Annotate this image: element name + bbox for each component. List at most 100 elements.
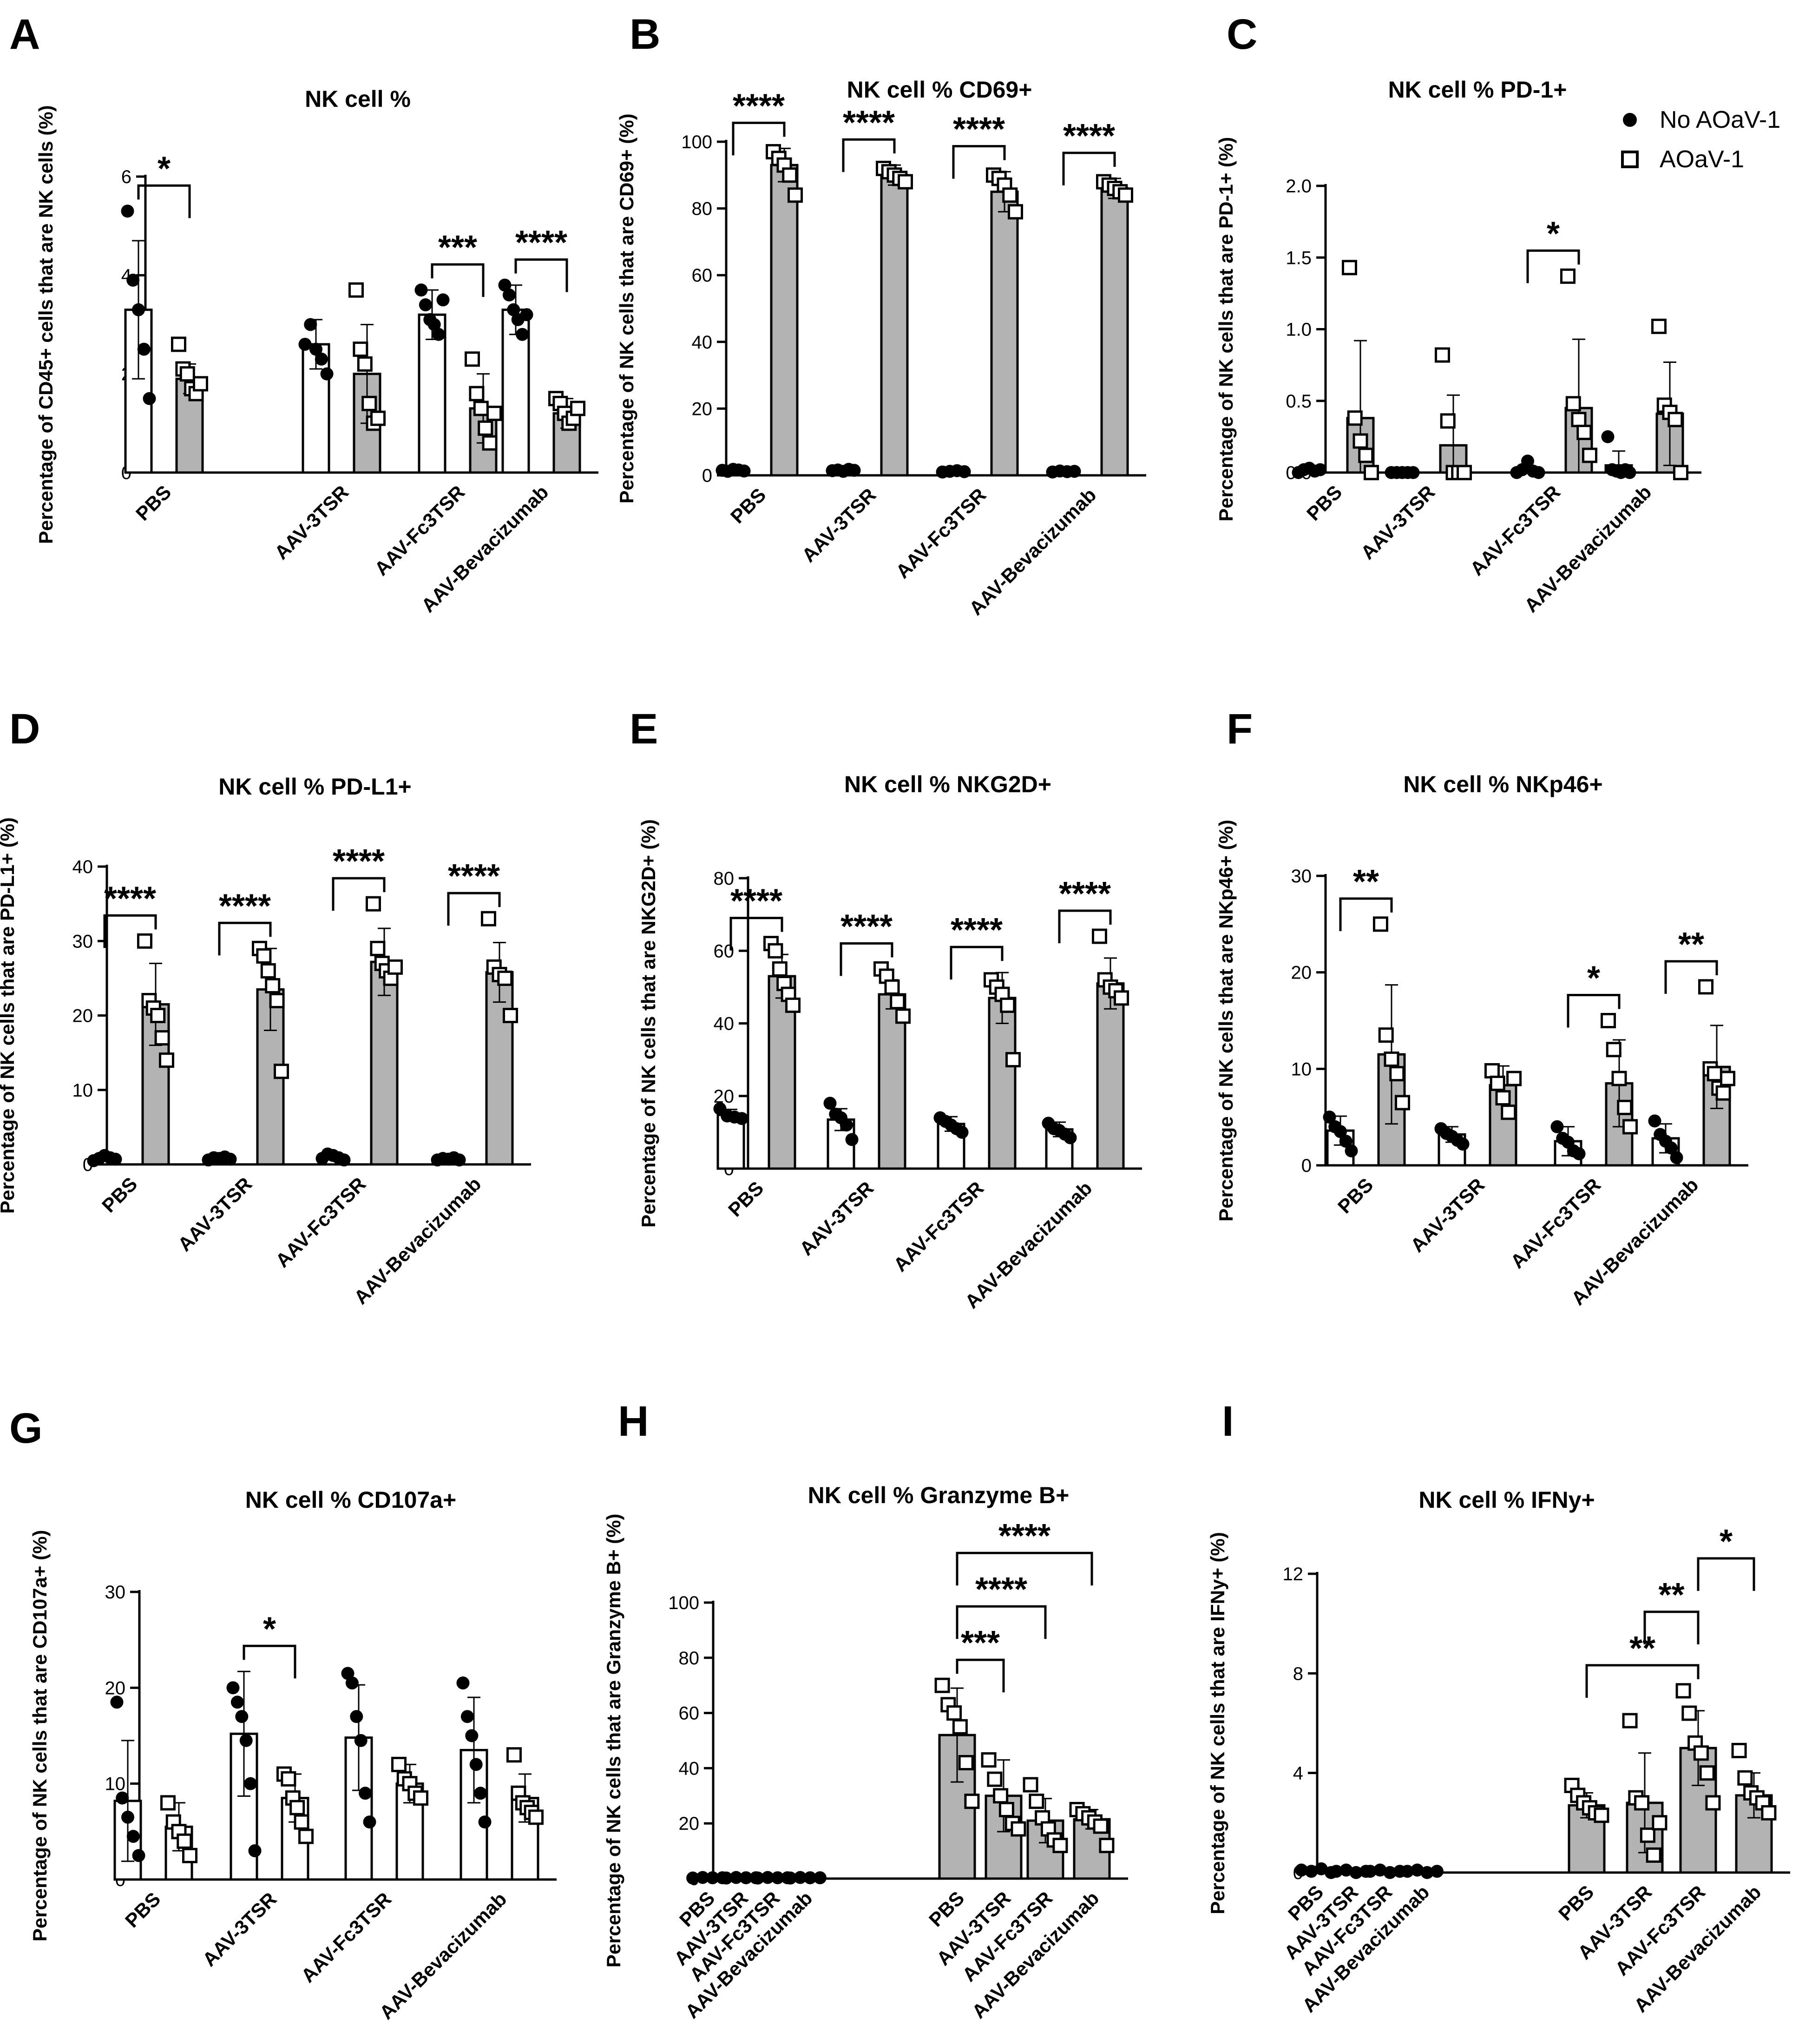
panel-a-point-no-virus <box>298 337 312 351</box>
panel-c-xtick-label: AAV-Fc3TSR <box>1466 481 1565 580</box>
panel-d-xtick-label: PBS <box>98 1173 141 1216</box>
panel-h-ytick-label: 60 <box>679 1703 700 1724</box>
panel-e-xtick-label: AAV-3TSR <box>795 1177 878 1260</box>
panel-b-point-no-virus <box>958 465 971 479</box>
panel-h-point-virus <box>993 1788 1009 1804</box>
panel-f-title: NK cell % NKp46+ <box>1403 771 1602 797</box>
panel-a-point-no-virus <box>502 288 516 302</box>
panel-b-sig-label: **** <box>733 87 785 125</box>
panel-b-point-no-virus <box>737 464 751 478</box>
panel-f-point-virus <box>1484 1063 1500 1078</box>
panel-e-sig-label: **** <box>1059 875 1111 913</box>
panel-f-point-no-virus <box>1334 1125 1347 1138</box>
panel-f-point-virus <box>1490 1075 1505 1091</box>
panel-a-point-no-virus <box>304 318 317 331</box>
panel-i-point-virus <box>1737 1770 1753 1786</box>
panel-h-point-no-virus <box>784 1871 797 1885</box>
panel-a-letter: A <box>9 11 40 58</box>
panel-f-point-virus <box>1384 1052 1399 1067</box>
panel-f-sig-label: * <box>1587 960 1600 997</box>
panel-a-ytick-label: 6 <box>121 167 131 187</box>
panel-g-point-virus <box>289 1800 305 1815</box>
panel-e-ylabel: Percentage of NK cells that are NKG2D+ (… <box>637 819 659 1228</box>
legend-item-virus: AOaV-1 <box>1616 139 1780 179</box>
panel-d-letter: D <box>9 705 40 753</box>
panel-a-xtick-label: PBS <box>131 481 175 525</box>
panel-g-point-no-virus <box>478 1815 492 1829</box>
panel-g-point-no-virus <box>116 1791 129 1805</box>
panel-d-ytick-label: 40 <box>72 857 93 877</box>
panel-e-sig-bracket <box>840 942 893 976</box>
panel-e-letter: E <box>630 705 658 753</box>
panel-i-point-virus <box>1693 1745 1709 1761</box>
panel-f-point-virus <box>1698 979 1714 995</box>
panel-c-ytick-label: 2.0 <box>1286 176 1312 197</box>
panel-a-point-virus <box>193 376 209 392</box>
panel-f-point-no-virus <box>1572 1147 1586 1161</box>
panel-h-sig-label: **** <box>998 1518 1050 1555</box>
panel-a-point-no-virus <box>315 352 328 366</box>
panel-d-point-no-virus <box>337 1153 351 1167</box>
panel-d-xtick-label: AAV-3TSR <box>173 1173 256 1255</box>
panel-b-bar <box>770 164 799 477</box>
panel-h-point-virus <box>998 1802 1014 1817</box>
panel-h-point-virus <box>934 1677 950 1693</box>
panel-i-point-no-virus <box>1314 1862 1328 1875</box>
panel-g-ylabel: Percentage of NK cells that are CD107a+ … <box>29 1530 51 1942</box>
panel-a-point-no-virus <box>427 318 441 331</box>
panel-f-sig-bracket <box>1339 897 1393 931</box>
panel-b-point-virus <box>788 187 803 203</box>
panel-i-point-virus <box>1652 1815 1668 1831</box>
panel-d-sig-bracket <box>103 914 157 948</box>
panel-g-ytick-label: 20 <box>105 1678 126 1698</box>
panel-c-title: NK cell % PD-1+ <box>1388 77 1567 103</box>
panel-b-bar <box>1100 187 1129 477</box>
panel-d-point-virus <box>265 978 281 993</box>
panel-h-point-virus <box>952 1719 968 1735</box>
panel-h-point-no-virus <box>729 1871 743 1884</box>
panel-i-point-virus <box>1640 1827 1655 1843</box>
panel-g-point-no-virus <box>345 1676 359 1690</box>
panel-h-point-virus <box>958 1755 974 1771</box>
panel-g-sig-bracket <box>243 1644 296 1679</box>
panel-e-ytick-label: 40 <box>714 1014 735 1034</box>
panel-c-point-virus <box>1565 396 1581 412</box>
panel-g-point-no-virus <box>465 1729 479 1742</box>
panel-c-ytick-label: 0.5 <box>1286 391 1312 412</box>
panel-g-point-no-virus <box>354 1734 368 1747</box>
panel-g-point-virus <box>506 1747 522 1763</box>
panel-a-sig-label: **** <box>515 224 567 262</box>
panel-h-point-no-virus <box>739 1871 753 1885</box>
panel-d-point-no-virus <box>453 1153 466 1167</box>
panel-e-point-virus <box>1005 1052 1021 1068</box>
panel-b-point-virus <box>782 167 798 183</box>
panel-b-ytick-label: 80 <box>692 199 713 219</box>
panel-a-sig-label: * <box>158 150 171 187</box>
panel-g-point-no-virus <box>126 1830 140 1843</box>
panel-e-point-virus <box>772 961 788 977</box>
panel-c-point-virus <box>1582 447 1598 463</box>
panel-i-point-no-virus <box>1420 1866 1434 1879</box>
panel-g-point-virus <box>182 1847 198 1863</box>
panel-i-point-no-virus <box>1430 1865 1444 1878</box>
panel-e-bar <box>1096 982 1125 1170</box>
panel-i-point-no-virus <box>1305 1865 1318 1878</box>
panel-b-sig-label: **** <box>843 104 895 141</box>
panel-d-title: NK cell % PD-L1+ <box>218 774 411 800</box>
panel-d-point-virus <box>497 970 513 986</box>
panel-c-point-virus <box>1560 268 1576 284</box>
panel-g-ytick-label: 30 <box>105 1582 126 1603</box>
panel-a-point-virus <box>482 435 498 451</box>
panel-e-point-no-virus <box>840 1118 853 1132</box>
panel-c-ylabel: Percentage of NK cells that are PD-1+ (%… <box>1215 137 1237 521</box>
panel-a-sig-bracket <box>514 258 568 292</box>
panel-e-sig-label: **** <box>951 912 1003 949</box>
panel-f-point-no-virus <box>1550 1120 1564 1133</box>
panel-b-sig-bracket <box>1062 151 1116 185</box>
panel-i-ytick-label: 8 <box>1293 1663 1303 1684</box>
panel-i-point-virus <box>1594 1807 1609 1823</box>
panel-i-point-no-virus <box>1339 1863 1353 1877</box>
panel-d-ytick-label: 10 <box>72 1080 93 1101</box>
panel-c-point-no-virus <box>1313 463 1327 476</box>
panel-c-point-virus <box>1352 433 1368 449</box>
